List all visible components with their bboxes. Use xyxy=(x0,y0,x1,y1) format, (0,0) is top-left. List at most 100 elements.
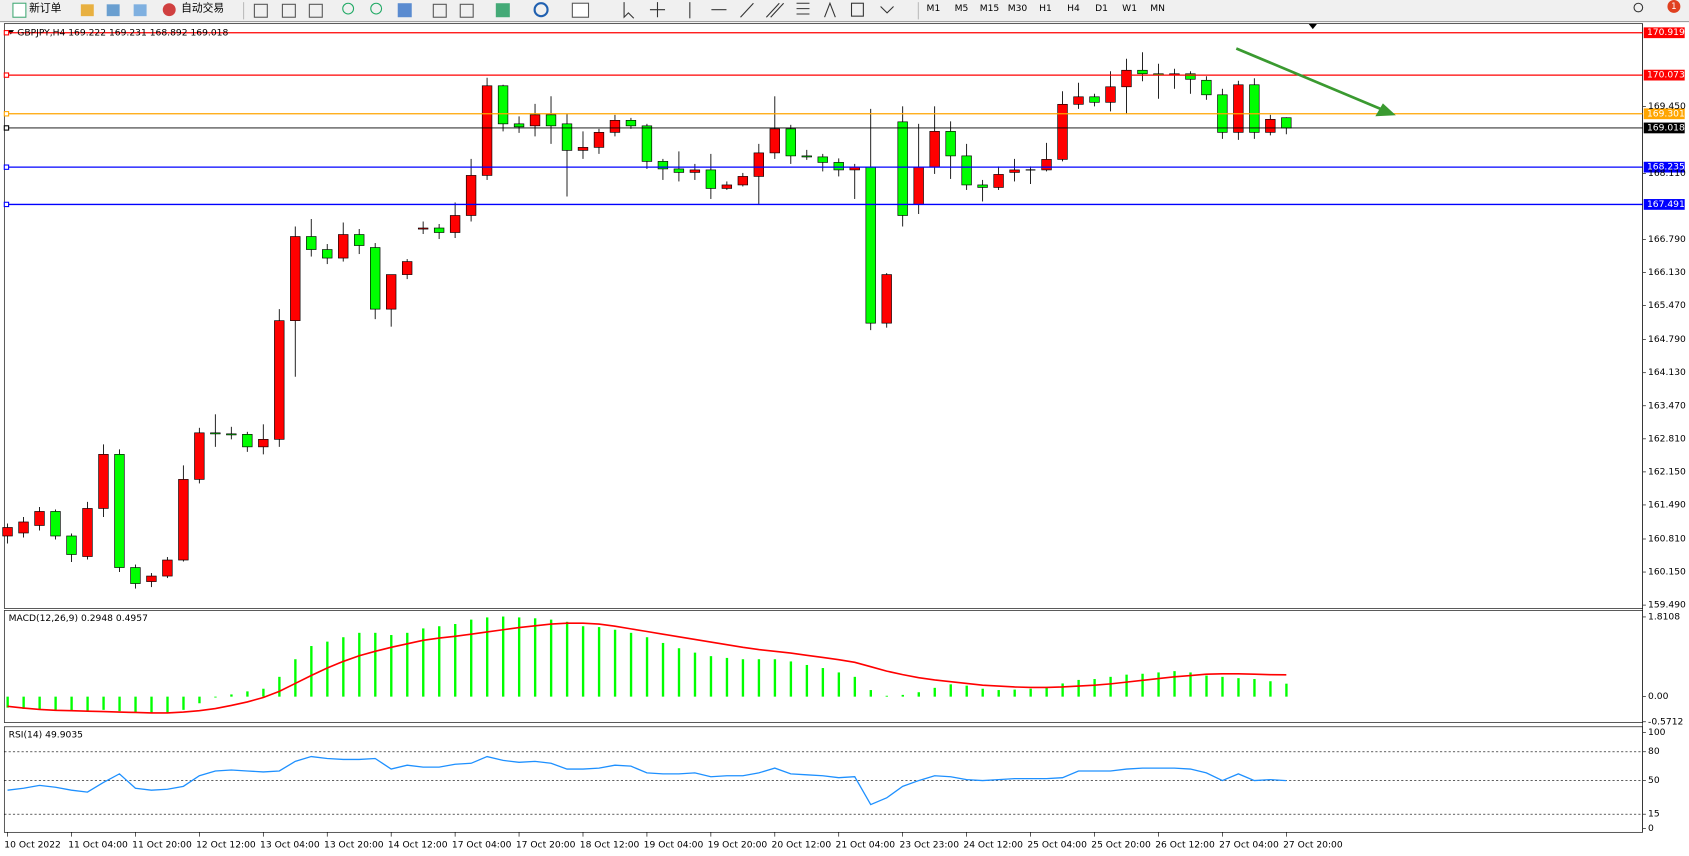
y-tick-label: 162.150 xyxy=(1648,467,1686,477)
x-tick-label: 14 Oct 12:00 xyxy=(388,841,448,851)
auto-trading-button[interactable]: 自动交易 xyxy=(181,2,224,15)
candle-body xyxy=(162,559,173,577)
y-tick-label: 162.810 xyxy=(1648,434,1686,444)
macd-bar xyxy=(22,696,25,709)
timeframe-button[interactable]: M30 xyxy=(1008,4,1028,14)
line-anchor xyxy=(3,72,10,78)
candle-body xyxy=(449,215,461,233)
text-tool[interactable] xyxy=(824,1,836,18)
icon[interactable] xyxy=(253,3,268,18)
channel-tool[interactable] xyxy=(765,2,784,18)
trend-tool[interactable] xyxy=(740,2,754,18)
timeframe-button[interactable]: D1 xyxy=(1095,4,1108,14)
macd-bar xyxy=(1029,688,1032,697)
macd-bar xyxy=(54,696,57,710)
candle-body xyxy=(513,123,525,128)
x-tick-label: 25 Oct 04:00 xyxy=(1027,841,1087,851)
icon[interactable] xyxy=(80,4,94,17)
candle-body xyxy=(2,527,13,537)
y-tick-label: 160.810 xyxy=(1648,534,1686,544)
trend-arrowhead xyxy=(1375,103,1396,117)
macd-bar xyxy=(486,617,489,697)
icon[interactable] xyxy=(106,4,120,17)
timeframe-button[interactable]: MN xyxy=(1150,4,1165,14)
candle-body xyxy=(1185,73,1196,80)
y-tick-label: 160.150 xyxy=(1648,568,1686,578)
candle-body xyxy=(1073,96,1084,105)
macd-bar xyxy=(1157,672,1160,697)
candle-body xyxy=(577,147,589,151)
macd-bar xyxy=(661,642,665,697)
y-tick-label: 80 xyxy=(1648,747,1660,757)
macd-bar xyxy=(358,632,361,697)
icon[interactable] xyxy=(308,3,323,18)
macd-bar xyxy=(6,696,9,708)
macd-bar xyxy=(1221,676,1224,697)
macd-bar xyxy=(885,695,888,697)
macd-bar xyxy=(422,628,425,697)
x-tick-label: 27 Oct 04:00 xyxy=(1219,841,1279,851)
icon[interactable] xyxy=(397,3,412,18)
icon[interactable] xyxy=(281,3,296,18)
candle-body xyxy=(1041,159,1052,171)
icon[interactable] xyxy=(495,3,510,18)
x-tick-label: 17 Oct 04:00 xyxy=(452,841,512,851)
timeframe-button[interactable]: H1 xyxy=(1039,4,1052,14)
candle-body xyxy=(417,227,429,230)
label-tool[interactable] xyxy=(850,2,864,17)
candle-body xyxy=(1249,84,1260,133)
candle-body xyxy=(178,479,189,561)
timeframe-button[interactable]: H4 xyxy=(1067,4,1080,14)
icon[interactable] xyxy=(133,4,147,17)
macd-bar xyxy=(326,641,329,697)
candle-body xyxy=(98,454,109,509)
y-tick-label: 159.490 xyxy=(1648,601,1686,611)
new-order-button[interactable]: 新订单 xyxy=(29,2,62,15)
crosshair-tool[interactable] xyxy=(649,2,666,18)
macd-bar xyxy=(278,676,281,697)
macd-bar xyxy=(1045,686,1048,697)
x-tick-label: 25 Oct 20:00 xyxy=(1091,841,1151,851)
icon[interactable] xyxy=(533,2,549,18)
macd-bar xyxy=(310,646,313,697)
fibo-tool[interactable] xyxy=(796,2,810,15)
icon[interactable] xyxy=(571,2,590,18)
x-tick-label: 13 Oct 04:00 xyxy=(260,841,320,851)
y-tick-label: 0.00 xyxy=(1648,692,1669,702)
timeframe-button[interactable]: M5 xyxy=(955,4,969,14)
timeframe-button[interactable]: W1 xyxy=(1122,4,1137,14)
macd-bar xyxy=(645,637,649,697)
cursor-tool[interactable] xyxy=(623,2,635,19)
timeframe-button[interactable]: M1 xyxy=(927,4,941,14)
auto-trading-icon[interactable] xyxy=(162,3,176,17)
macd-bar xyxy=(597,627,601,697)
zoom-in[interactable] xyxy=(342,2,355,15)
candle-body xyxy=(561,123,573,151)
macd-bar xyxy=(613,629,617,697)
candle-body xyxy=(82,508,93,557)
macd-bar xyxy=(677,648,681,697)
timeframe-button[interactable]: M15 xyxy=(980,4,1000,14)
candle-body xyxy=(34,511,45,526)
x-tick-label: 11 Oct 04:00 xyxy=(68,841,128,851)
macd-bar xyxy=(933,687,936,697)
macd-bar xyxy=(1013,689,1016,697)
candle-body xyxy=(1121,69,1132,88)
zoom-out[interactable] xyxy=(370,2,383,15)
new-order-icon[interactable] xyxy=(12,2,27,18)
price-tag xyxy=(1643,108,1685,120)
macd-bar xyxy=(294,659,297,697)
search-icon[interactable] xyxy=(1633,2,1644,13)
indicator: RSI(14) xyxy=(9,730,43,740)
macd-bar xyxy=(1077,679,1080,697)
x-tick-label: 23 Oct 23:00 xyxy=(899,841,959,851)
candle-body xyxy=(274,320,285,440)
shapes-tool[interactable] xyxy=(880,6,894,14)
timeframes: M1 M5 M15 M30 H1 H4 D1 W1 MN xyxy=(927,4,1165,14)
icon[interactable] xyxy=(432,3,447,18)
notification-badge[interactable] xyxy=(1667,0,1681,13)
icon[interactable] xyxy=(459,3,474,18)
macd-bar xyxy=(1109,676,1112,697)
